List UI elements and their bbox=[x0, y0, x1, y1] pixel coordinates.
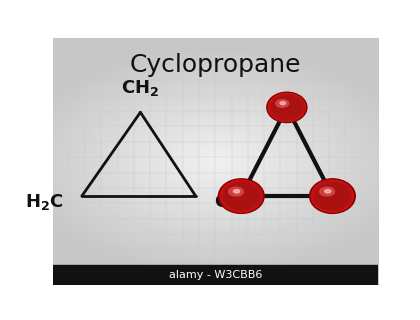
Circle shape bbox=[268, 93, 305, 121]
Circle shape bbox=[223, 183, 259, 210]
Ellipse shape bbox=[276, 100, 289, 107]
Circle shape bbox=[316, 184, 349, 209]
Circle shape bbox=[224, 183, 258, 209]
Circle shape bbox=[315, 183, 350, 210]
Circle shape bbox=[310, 179, 355, 213]
Ellipse shape bbox=[280, 102, 286, 105]
Ellipse shape bbox=[320, 187, 335, 196]
Circle shape bbox=[220, 180, 262, 212]
Circle shape bbox=[270, 94, 304, 121]
Circle shape bbox=[272, 96, 302, 118]
Circle shape bbox=[270, 95, 303, 120]
Ellipse shape bbox=[234, 189, 240, 193]
Circle shape bbox=[313, 181, 352, 211]
Circle shape bbox=[221, 180, 262, 212]
Text: $\mathdefault{CH_2}$: $\mathdefault{CH_2}$ bbox=[214, 192, 252, 212]
Circle shape bbox=[222, 181, 260, 211]
Circle shape bbox=[218, 179, 264, 213]
Ellipse shape bbox=[325, 189, 331, 193]
Circle shape bbox=[221, 181, 261, 211]
Text: alamy - W3CBB6: alamy - W3CBB6 bbox=[168, 270, 262, 280]
Text: $\mathdefault{CH_2}$: $\mathdefault{CH_2}$ bbox=[121, 77, 160, 98]
Circle shape bbox=[267, 92, 307, 123]
Circle shape bbox=[312, 181, 352, 211]
Bar bbox=[52, 265, 378, 285]
Text: $\mathdefault{H_2C}$: $\mathdefault{H_2C}$ bbox=[25, 192, 64, 212]
Circle shape bbox=[223, 182, 260, 210]
Circle shape bbox=[315, 183, 349, 209]
Circle shape bbox=[312, 180, 353, 212]
Circle shape bbox=[225, 184, 258, 209]
Circle shape bbox=[270, 95, 304, 120]
Circle shape bbox=[314, 182, 351, 210]
Circle shape bbox=[311, 180, 354, 212]
Circle shape bbox=[269, 94, 305, 121]
Ellipse shape bbox=[228, 187, 244, 196]
Circle shape bbox=[272, 96, 302, 119]
Circle shape bbox=[271, 96, 302, 119]
Text: Cyclopropane: Cyclopropane bbox=[129, 53, 301, 77]
